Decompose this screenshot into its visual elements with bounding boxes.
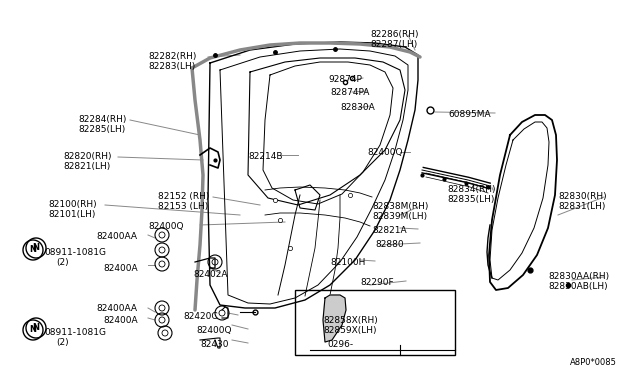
Text: 92874P: 92874P — [328, 75, 362, 84]
Text: 08911-1081G: 08911-1081G — [44, 248, 106, 257]
Text: 82830(RH): 82830(RH) — [558, 192, 607, 201]
Text: 82830AA(RH): 82830AA(RH) — [548, 272, 609, 281]
Text: 82430: 82430 — [200, 340, 228, 349]
Text: 82858X(RH): 82858X(RH) — [323, 316, 378, 325]
Text: 82152 (RH): 82152 (RH) — [158, 192, 209, 201]
Text: 82859X(LH): 82859X(LH) — [323, 326, 376, 335]
Text: 82821(LH): 82821(LH) — [63, 162, 110, 171]
Text: 82400AA: 82400AA — [96, 304, 137, 313]
Text: 82100(RH): 82100(RH) — [48, 200, 97, 209]
Text: 82830AB(LH): 82830AB(LH) — [548, 282, 607, 291]
Text: 82835(LH): 82835(LH) — [447, 195, 494, 204]
Text: 82400AA: 82400AA — [96, 232, 137, 241]
Text: 82285(LH): 82285(LH) — [78, 125, 125, 134]
Text: 82838M(RH): 82838M(RH) — [372, 202, 428, 211]
Text: 08911-1081G: 08911-1081G — [44, 328, 106, 337]
Text: 82400Q: 82400Q — [148, 222, 184, 231]
Text: 82821A: 82821A — [372, 226, 406, 235]
Text: A8P0*0085: A8P0*0085 — [570, 358, 617, 367]
Text: 60895MA: 60895MA — [448, 110, 491, 119]
Text: 82287(LH): 82287(LH) — [370, 40, 417, 49]
Text: 82820(RH): 82820(RH) — [63, 152, 111, 161]
Text: 82834(RH): 82834(RH) — [447, 185, 495, 194]
Text: 82400A: 82400A — [103, 264, 138, 273]
Text: 82214B: 82214B — [248, 152, 282, 161]
Text: N: N — [33, 244, 40, 253]
Text: 82880: 82880 — [375, 240, 404, 249]
Polygon shape — [323, 295, 346, 342]
Text: (2): (2) — [56, 258, 68, 267]
Text: 82283(LH): 82283(LH) — [148, 62, 195, 71]
Text: N: N — [29, 326, 36, 334]
Text: 82284(RH): 82284(RH) — [78, 115, 126, 124]
Text: 82830A: 82830A — [340, 103, 375, 112]
Text: 82153 (LH): 82153 (LH) — [158, 202, 208, 211]
Text: N: N — [33, 324, 40, 333]
Text: 82400Q: 82400Q — [367, 148, 403, 157]
Bar — [295, 290, 455, 355]
Text: 0296-: 0296- — [327, 340, 353, 349]
Text: 82839M(LH): 82839M(LH) — [372, 212, 427, 221]
Text: 82420C: 82420C — [183, 312, 218, 321]
Text: 82282(RH): 82282(RH) — [148, 52, 196, 61]
Text: 82402A: 82402A — [193, 270, 227, 279]
Text: 82874PA: 82874PA — [330, 88, 369, 97]
Text: 82290F: 82290F — [360, 278, 394, 287]
Text: 82286(RH): 82286(RH) — [370, 30, 419, 39]
Text: 82101(LH): 82101(LH) — [48, 210, 95, 219]
Text: 82400A: 82400A — [103, 316, 138, 325]
Text: 82100H: 82100H — [330, 258, 365, 267]
Text: 82400Q: 82400Q — [196, 326, 232, 335]
Text: N: N — [29, 246, 36, 254]
Text: 82831(LH): 82831(LH) — [558, 202, 605, 211]
Text: (2): (2) — [56, 338, 68, 347]
